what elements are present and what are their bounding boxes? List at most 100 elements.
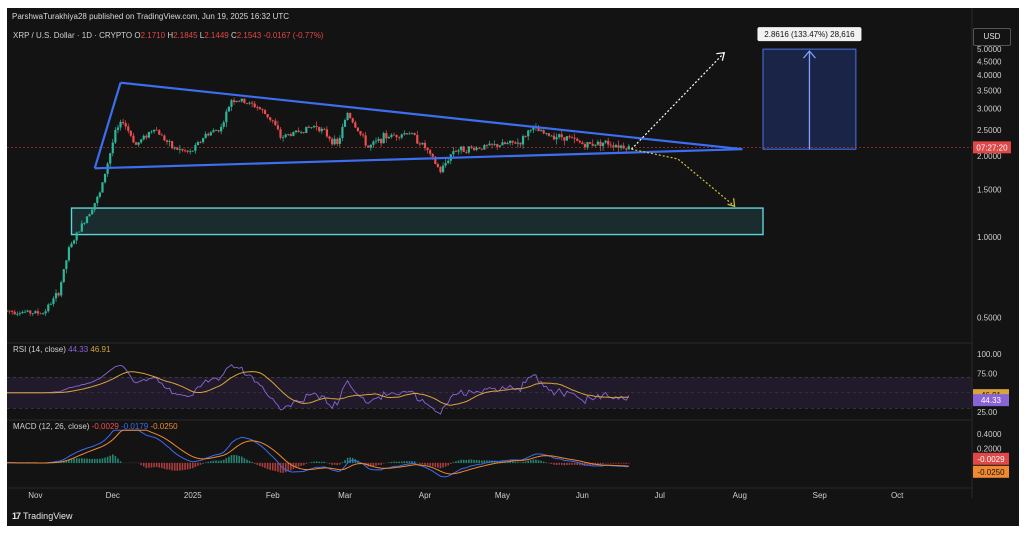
candle-body <box>447 160 450 164</box>
candle-body <box>338 138 341 144</box>
candle-body <box>460 146 463 151</box>
macd-hist-bar <box>173 462 176 471</box>
candle-body <box>627 146 630 150</box>
candle-body <box>382 133 385 144</box>
candle-body <box>315 126 318 128</box>
macd-hist-bar <box>266 462 269 470</box>
candle-body <box>328 136 331 139</box>
rsi-value: 44.33 <box>68 345 89 354</box>
macd-hist-bar <box>271 462 274 471</box>
price-tick-label: 3.5000 <box>977 87 1002 96</box>
candle-body <box>503 142 507 145</box>
candle-body <box>416 134 419 144</box>
candle-body <box>331 138 334 145</box>
currency-button[interactable]: USD <box>973 28 1011 46</box>
x-tick-label: Jul <box>655 491 665 500</box>
candle-body <box>18 313 22 315</box>
macd-hist-bar <box>199 462 202 465</box>
macd-hist-bar <box>207 461 210 464</box>
candle-body <box>493 144 496 145</box>
open-label: O <box>134 31 141 40</box>
price-tick-label: 3.0000 <box>977 105 1002 114</box>
macd-hist-bar <box>462 459 465 464</box>
macd-hist-bar <box>168 462 171 470</box>
macd-hist-bar <box>104 457 106 464</box>
price-tag-label: 07:27:20 <box>976 143 1008 152</box>
candle-body <box>292 132 295 136</box>
macd-hist-bar <box>212 460 215 464</box>
macd-hist-tag: -0.0029 <box>977 455 1005 464</box>
macd-hist-bar <box>106 456 109 464</box>
macd-hist-bar <box>548 462 550 464</box>
macd-hist-bar <box>460 459 462 464</box>
candle-body <box>49 303 52 305</box>
candle-body <box>346 112 349 120</box>
candle-body <box>521 136 525 145</box>
macd-hist-bar <box>153 462 155 468</box>
price-tick-label: 1.0000 <box>977 233 1002 242</box>
macd-hist-bar <box>558 462 560 465</box>
candle-body <box>612 145 615 148</box>
macd-hist-bar <box>290 462 292 471</box>
candle-body <box>103 173 107 183</box>
rsi-tick-label: 75.00 <box>977 369 998 378</box>
macd-hist-bar <box>194 462 197 468</box>
rsi-label: RSI (14, close) <box>13 345 66 354</box>
macd-hist-bar <box>362 462 364 464</box>
candle-body <box>524 136 527 137</box>
candle-body <box>230 100 233 107</box>
candle-body <box>287 134 290 135</box>
candle-body <box>101 182 104 193</box>
macd-hist-bar <box>615 462 617 464</box>
candle-body <box>109 153 112 164</box>
macd-hist-bar <box>277 462 279 472</box>
candle-body <box>269 117 272 120</box>
macd-hist-bar <box>349 457 351 464</box>
x-tick-label: Feb <box>266 491 280 500</box>
macd-hist-bar <box>256 462 259 465</box>
macd-hist-bar <box>522 461 524 464</box>
macd-hist-bar <box>197 462 199 466</box>
macd-hist-bar <box>509 461 511 464</box>
candle-body <box>431 153 434 157</box>
candle-body <box>245 103 249 104</box>
price-tick-label: 5.0000 <box>977 45 1002 54</box>
candle-body <box>532 127 535 130</box>
macd-hist-bar <box>305 462 308 464</box>
macd-hist-bar <box>142 462 145 467</box>
macd-line <box>7 429 629 478</box>
macd-hist-bar <box>506 461 509 464</box>
macd-hist-value: -0.0029 <box>91 422 119 431</box>
candle-body <box>318 127 321 132</box>
price-tick-label: 4.0000 <box>977 71 1002 80</box>
macd-hist-bar <box>176 462 179 471</box>
macd-hist-bar <box>119 461 122 464</box>
candle-body <box>392 134 396 136</box>
candle-body <box>545 133 548 134</box>
candle-body <box>240 98 243 102</box>
candle-body <box>232 100 236 103</box>
macd-hist-bar <box>390 461 393 464</box>
candle-body <box>599 141 602 147</box>
candle-body <box>444 163 447 166</box>
candle-body <box>369 144 372 148</box>
candle-body <box>289 134 292 136</box>
candle-body <box>11 311 14 312</box>
candle-body <box>622 145 625 149</box>
price-chart[interactable]: 5.0000 4.5000 4.0000 3.5000 3.0000 2.5000 2.00… <box>7 8 1019 526</box>
candle-body <box>34 311 37 314</box>
rsi-tag-box <box>973 394 1009 407</box>
macd-hist-bar <box>204 462 207 464</box>
candle-body <box>96 196 99 203</box>
candle-body <box>256 107 259 108</box>
candle-body <box>385 133 388 139</box>
candle-body <box>480 148 483 150</box>
macd-hist-bar <box>457 460 460 464</box>
candle-body <box>403 133 406 135</box>
candle-body <box>607 140 610 145</box>
tv-mark-icon: 17 <box>12 511 21 521</box>
candle-body <box>36 311 40 314</box>
candle-body <box>341 126 344 139</box>
macd-hist-bar <box>406 461 408 464</box>
macd-hist-bar <box>411 461 413 464</box>
